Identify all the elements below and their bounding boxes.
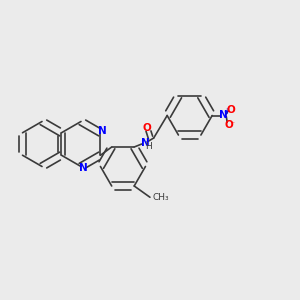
Text: O: O bbox=[142, 122, 151, 133]
Text: O: O bbox=[226, 105, 235, 115]
Text: N: N bbox=[141, 137, 150, 148]
Text: O: O bbox=[225, 119, 233, 130]
Text: ⁻: ⁻ bbox=[231, 119, 235, 128]
Text: H: H bbox=[146, 142, 152, 151]
Text: +: + bbox=[223, 107, 230, 116]
Text: N: N bbox=[219, 110, 228, 120]
Text: N: N bbox=[79, 163, 88, 173]
Text: CH₃: CH₃ bbox=[152, 193, 169, 202]
Text: N: N bbox=[98, 126, 107, 136]
